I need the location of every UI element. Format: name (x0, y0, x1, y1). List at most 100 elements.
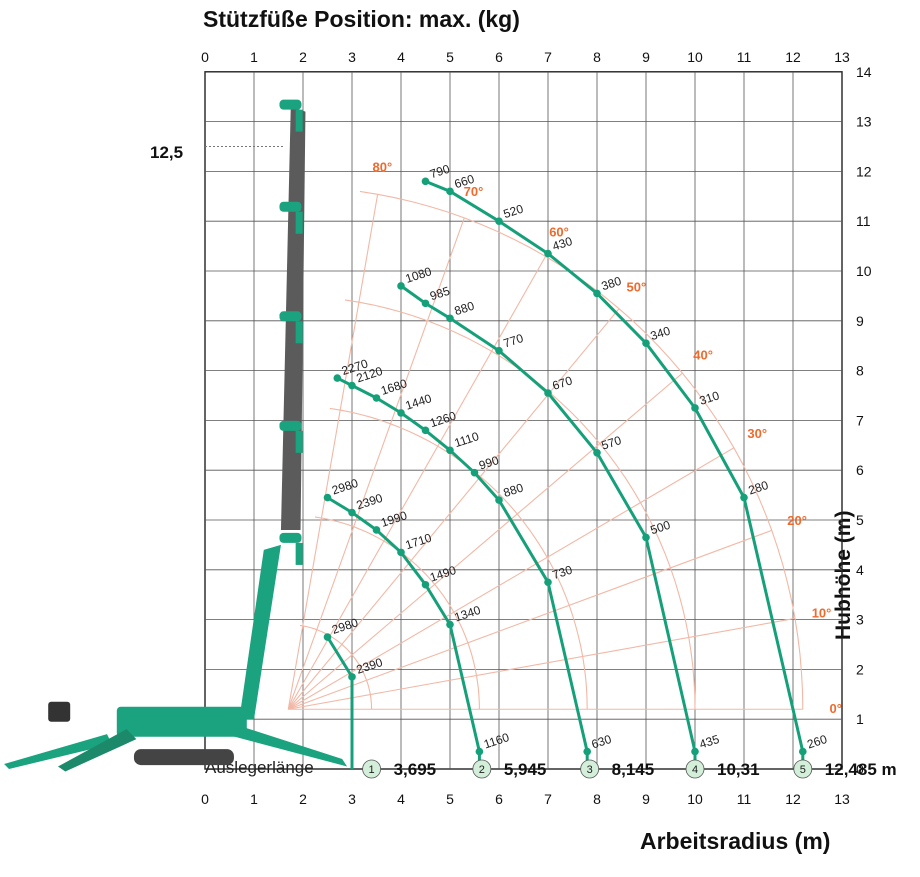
y-tick-label: 6 (856, 462, 864, 478)
boom-joint (279, 311, 302, 322)
data-point (642, 339, 650, 348)
data-label: 730 (551, 563, 575, 583)
data-point (583, 747, 591, 756)
data-label: 520 (502, 201, 526, 221)
data-point (348, 673, 356, 681)
data-point (799, 747, 807, 756)
y-tick-label: 5 (856, 512, 864, 528)
x-tick-label-top: 0 (201, 49, 209, 65)
x-tick-label-top: 10 (687, 49, 703, 65)
data-point (593, 448, 601, 457)
x-tick-label-top: 3 (348, 49, 356, 65)
data-label: 790 (428, 162, 452, 182)
y-tick-label: 9 (856, 313, 864, 329)
boom-number-badge (685, 759, 705, 779)
data-point (421, 299, 430, 308)
data-point (544, 578, 552, 587)
boom-number: 4 (692, 764, 698, 776)
x-tick-label-bottom: 7 (544, 791, 552, 807)
data-point (475, 747, 484, 756)
y-tick-label: 12 (856, 163, 872, 179)
boom-joint (279, 532, 302, 543)
angle-arcs-layer: 0° 10° 20° 30° 40° 50° 60° 70° 80° (287, 159, 842, 716)
boom-joint (279, 99, 302, 110)
data-point (446, 187, 454, 196)
data-label: 1260 (428, 409, 458, 431)
boom-length-value: 3,695 (394, 760, 437, 779)
series-layer: 2980239029802390199017101490134011602270… (323, 162, 829, 769)
data-point (544, 249, 552, 258)
data-point (397, 409, 405, 417)
data-label: 2390 (355, 655, 385, 677)
data-label: 280 (747, 478, 771, 498)
x-tick-label-bottom: 2 (299, 791, 307, 807)
chart-title: Stützfüße Position: max. (kg) (203, 6, 520, 32)
data-label: 670 (551, 373, 575, 393)
data-label: 880 (502, 480, 526, 500)
data-point (446, 620, 454, 629)
angle-ray (288, 617, 796, 710)
angle-ray (287, 308, 620, 710)
data-label: 380 (600, 274, 624, 294)
angle-ray (288, 529, 772, 710)
angle-ray (288, 447, 735, 710)
y-tick-label: 7 (856, 412, 864, 428)
x-tick-label-top: 2 (299, 49, 307, 65)
data-label: 260 (805, 732, 829, 752)
boom-hook (295, 430, 303, 453)
angle-arc (359, 190, 804, 710)
x-tick-label-top: 5 (446, 49, 454, 65)
boom-length-label: Auslegerlänge (205, 758, 314, 777)
x-tick-label-bottom: 11 (737, 791, 752, 807)
boom-hook (295, 321, 303, 344)
x-tick-label-top: 12 (785, 49, 801, 65)
x-tick-label-bottom: 5 (446, 791, 454, 807)
data-label: 1110 (453, 429, 481, 450)
boom-length-value: 8,145 (612, 760, 655, 779)
data-point (348, 381, 356, 390)
data-label: 435 (698, 732, 722, 752)
x-tick-label-bottom: 4 (397, 791, 405, 807)
y-tick-label: 10 (856, 263, 872, 279)
x-tick-label-bottom: 9 (642, 791, 650, 807)
boom-number: 2 (479, 764, 485, 776)
outrigger-right (234, 724, 348, 767)
angle-label: 10° (812, 606, 832, 621)
data-point (495, 346, 503, 355)
data-point (544, 389, 552, 397)
data-label: 990 (477, 453, 501, 473)
boom-hook (295, 211, 303, 234)
data-point (333, 374, 342, 382)
data-point (323, 633, 332, 641)
angle-arc (329, 407, 588, 710)
angle-label: 30° (747, 426, 767, 441)
data-point (642, 533, 650, 542)
angle-ray (287, 256, 547, 710)
boom-hook (295, 542, 303, 565)
x-tick-label-bottom: 8 (593, 791, 601, 807)
x-axis-label: Arbeitsradius (m) (640, 828, 831, 854)
y-tick-label: 14 (856, 64, 872, 80)
boom-length-value: 10,31 (717, 760, 760, 779)
crane-seat (48, 701, 71, 722)
boom-number-badge (580, 759, 600, 779)
y-tick-label: 3 (856, 612, 864, 628)
data-label: 1490 (428, 563, 458, 585)
data-point (397, 282, 405, 290)
boom-joint (279, 420, 302, 431)
y-tick-label: 2 (856, 661, 864, 677)
axes-layer: 0011223344556677889910101111121213130123… (201, 49, 897, 807)
x-tick-label-top: 11 (737, 49, 752, 65)
data-point (593, 289, 601, 298)
boom-number: 1 (369, 764, 375, 776)
data-point (495, 496, 503, 504)
data-point (691, 747, 699, 756)
y-tick-label: 0 (856, 761, 864, 777)
data-label: 880 (453, 299, 477, 319)
data-point (740, 493, 748, 502)
angle-arc (344, 299, 696, 710)
data-label: 310 (698, 388, 722, 408)
series-curve (424, 180, 805, 769)
angle-ray (287, 194, 379, 710)
x-tick-label-bottom: 10 (687, 791, 703, 807)
